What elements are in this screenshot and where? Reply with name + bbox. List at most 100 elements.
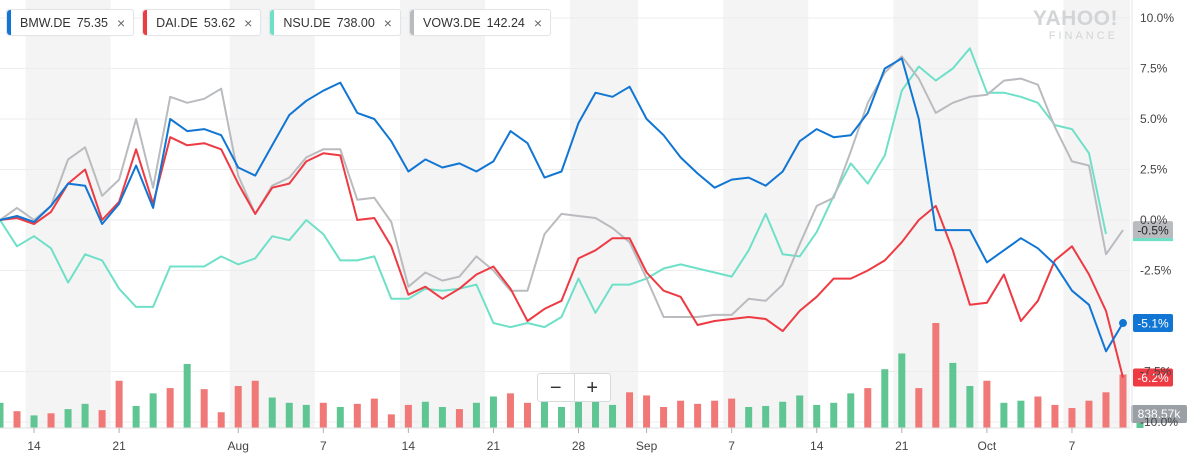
series-line-dai-de <box>0 136 1124 378</box>
volume-bar <box>98 410 106 428</box>
volume-bar <box>1051 404 1059 428</box>
volume-bar <box>745 407 753 428</box>
week-band <box>399 0 485 428</box>
y-tick-label: -2.5% <box>1140 264 1172 278</box>
legend: BMW.DE 75.35 × DAI.DE 53.62 × NSU.DE 738… <box>6 9 552 36</box>
volume-bar <box>609 404 617 428</box>
volume-bar <box>370 398 378 428</box>
volume-bar <box>183 363 191 428</box>
volume-bar <box>472 402 480 428</box>
y-tick-label: -7.5% <box>1140 365 1172 379</box>
x-tick-label: 28 <box>572 439 586 453</box>
volume-bar <box>64 409 72 428</box>
week-band <box>229 0 315 428</box>
volume-bar <box>166 388 174 428</box>
volume-bar <box>319 402 327 428</box>
color-swatch <box>270 10 275 35</box>
series-end-label-box <box>1133 368 1173 387</box>
volume-bar <box>285 402 293 428</box>
volume-bar <box>523 402 531 428</box>
volume-bar <box>694 403 702 428</box>
close-icon[interactable]: × <box>244 14 253 31</box>
close-icon[interactable]: × <box>116 14 126 31</box>
legend-chip-nsu[interactable]: NSU.DE 738.00 × <box>269 9 401 36</box>
volume-bar <box>81 403 89 428</box>
y-tick-label: 2.5% <box>1140 163 1168 177</box>
x-tick-label: 14 <box>27 439 41 453</box>
volume-bar <box>983 380 991 428</box>
legend-value: 75.35 <box>76 15 108 30</box>
volume-bar <box>779 401 787 428</box>
close-icon[interactable]: × <box>383 14 392 31</box>
series-line-nsu-de <box>0 47 1107 329</box>
legend-value: 53.62 <box>203 15 236 30</box>
volume-bar <box>626 392 634 428</box>
volume-bar <box>966 386 974 428</box>
x-tick-label: 14 <box>810 439 824 453</box>
volume-bar <box>949 362 957 428</box>
y-tick-label: 7.5% <box>1140 62 1168 76</box>
volume-bar <box>643 395 651 428</box>
x-tick-label: Oct <box>978 439 997 453</box>
x-tick-label: 7 <box>728 439 735 453</box>
volume-bar <box>762 405 770 428</box>
volume-bar <box>558 407 565 428</box>
volume-bar <box>1017 400 1025 428</box>
zoom-out-button[interactable]: − <box>549 376 562 399</box>
week-band <box>570 0 639 428</box>
volume-bar <box>251 380 259 428</box>
volume-bar <box>864 388 872 428</box>
zoom-controls: − + <box>537 373 611 402</box>
volume-bar <box>1034 396 1042 428</box>
volume-bar <box>353 403 361 428</box>
x-tick-label: 21 <box>112 439 126 453</box>
volume-bar <box>575 397 583 428</box>
volume-bar <box>813 404 821 428</box>
y-tick-label: 5.0% <box>1140 112 1168 126</box>
legend-symbol: VOW3.DE <box>422 15 481 30</box>
volume-bar <box>847 393 855 428</box>
legend-chip-bmw[interactable]: BMW.DE 75.35 × <box>6 9 135 36</box>
y-tick-label: -10.0% <box>1140 415 1178 429</box>
legend-symbol: NSU.DE <box>283 15 331 30</box>
volume-bar <box>149 393 157 428</box>
volume-bar <box>898 353 906 428</box>
y-tick-label: 0.0% <box>1140 213 1168 227</box>
legend-value: 738.00 <box>336 15 375 30</box>
legend-symbol: BMW.DE <box>20 15 71 30</box>
volume-bar <box>30 415 38 428</box>
close-icon[interactable]: × <box>533 14 543 31</box>
color-swatch <box>409 10 414 35</box>
volume-bar <box>489 396 497 428</box>
volume-bar <box>268 397 276 428</box>
x-tick-label: 14 <box>402 439 416 453</box>
x-tick-label: 7 <box>320 439 327 453</box>
volume-bar <box>796 395 804 428</box>
volume-bar <box>234 386 242 428</box>
volume-label: 838.57k <box>1138 407 1182 421</box>
legend-chip-dai[interactable]: DAI.DE 53.62 × <box>142 9 262 36</box>
volume-bar <box>200 389 208 428</box>
volume-bar <box>387 414 395 428</box>
volume-bar <box>1119 374 1127 428</box>
volume-bar <box>132 405 140 428</box>
volume-bar <box>217 412 225 428</box>
volume-bar <box>915 388 923 428</box>
volume-bar <box>592 396 600 428</box>
legend-chip-vow3[interactable]: VOW3.DE 142.24 × <box>408 9 552 36</box>
volume-bar <box>1000 402 1008 428</box>
color-swatch <box>143 10 148 35</box>
volume-bar <box>1102 392 1110 428</box>
series-end-label: -0.5% <box>1137 224 1169 238</box>
week-band <box>1063 0 1130 428</box>
volume-label-box <box>1131 405 1187 423</box>
zoom-in-button[interactable]: + <box>573 374 611 401</box>
volume-bar <box>711 400 719 428</box>
x-tick-label: 21 <box>487 439 501 453</box>
volume-bar <box>677 400 685 428</box>
volume-bar <box>1085 400 1093 428</box>
x-tick-label: Aug <box>228 439 249 453</box>
x-tick-label: Sep <box>636 439 658 453</box>
